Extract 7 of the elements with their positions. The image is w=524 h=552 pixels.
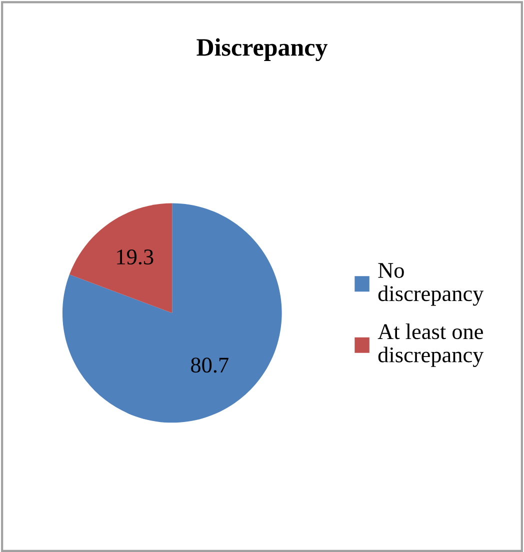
pie-slice [62, 203, 282, 423]
legend-label: At least one discrepancy [378, 324, 484, 367]
legend-label: No discrepancy [378, 263, 484, 306]
data-label: 80.7 [191, 358, 228, 373]
chart-title: Discrepancy [196, 38, 328, 62]
data-label: 19.3 [117, 250, 154, 265]
pie-slice [69, 203, 172, 313]
